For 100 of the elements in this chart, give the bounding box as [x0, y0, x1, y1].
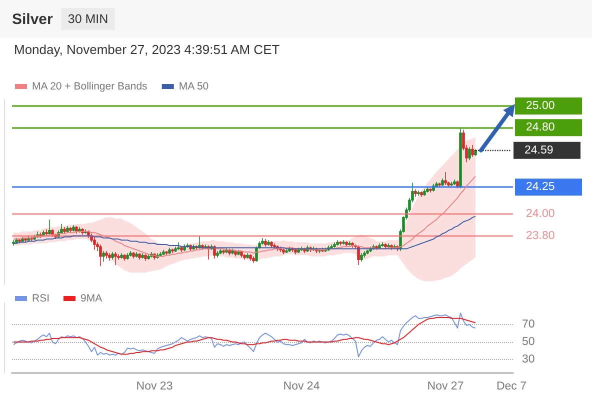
candlestick — [387, 242, 390, 248]
candlestick — [144, 254, 147, 262]
candlestick — [72, 224, 75, 232]
ref-line-label: 24.59 — [524, 144, 554, 156]
candlestick — [378, 242, 381, 250]
candlestick — [171, 248, 174, 254]
chart-subtitle: Monday, November 27, 2023 4:39:51 AM CET — [14, 42, 280, 57]
x-tick-label: Nov 24 — [283, 380, 320, 393]
legend-label: MA 50 — [178, 80, 209, 92]
candlestick — [426, 186, 429, 193]
y-tick-label: 50 — [522, 336, 535, 348]
candlestick — [231, 248, 234, 255]
candlestick — [345, 240, 348, 248]
candlestick — [147, 254, 150, 260]
candlestick — [159, 252, 162, 257]
y-tick-label: 70 — [522, 318, 535, 330]
candlestick — [333, 242, 336, 248]
candlestick — [384, 242, 387, 250]
candlestick — [294, 248, 297, 255]
candlestick — [330, 244, 333, 250]
x-tick-label: Nov 27 — [427, 380, 464, 393]
candlestick — [141, 252, 144, 259]
candlestick — [132, 252, 135, 259]
candlestick — [444, 172, 447, 186]
candlestick — [60, 224, 63, 234]
candlestick — [69, 226, 72, 233]
candlestick — [297, 247, 300, 254]
candlestick — [468, 146, 471, 160]
candlestick — [123, 254, 126, 262]
candlestick — [135, 252, 138, 258]
candlestick — [282, 248, 285, 255]
candlestick — [435, 181, 438, 188]
legend-label: 9MA — [80, 292, 102, 304]
candlestick — [261, 238, 264, 245]
candlestick — [360, 252, 363, 262]
candlestick — [429, 188, 432, 193]
legend-label: MA 20 + Bollinger Bands — [32, 80, 148, 92]
candlestick — [249, 254, 252, 262]
candlestick — [453, 179, 456, 186]
candlestick — [219, 248, 222, 255]
candlestick — [225, 247, 228, 254]
candlestick — [111, 252, 114, 260]
ref-line-label: 24.25 — [526, 181, 555, 194]
candlestick — [234, 249, 237, 257]
candlestick — [351, 242, 354, 248]
candlestick — [243, 254, 246, 260]
y-tick-label: 30 — [522, 353, 535, 366]
candlestick — [93, 236, 96, 250]
candlestick — [459, 128, 462, 189]
candlestick — [102, 250, 105, 262]
candlestick — [165, 250, 168, 256]
candlestick — [99, 244, 102, 267]
ref-line-label: 24.00 — [526, 208, 555, 220]
x-tick-label: Dec 7 — [496, 380, 527, 393]
chart-title: Silver — [12, 10, 53, 28]
candlestick — [120, 252, 123, 259]
candlestick — [63, 226, 66, 234]
candlestick — [168, 247, 171, 255]
candlestick — [48, 219, 51, 236]
candlestick — [216, 250, 219, 258]
candlestick — [270, 240, 273, 248]
legend-label: RSI — [32, 292, 50, 304]
candlestick — [222, 249, 225, 255]
candlestick — [381, 242, 384, 248]
ref-line-label: 23.80 — [526, 230, 555, 242]
candlestick — [246, 252, 249, 259]
candlestick — [366, 249, 369, 255]
candlestick — [420, 191, 423, 198]
candlestick — [129, 250, 132, 257]
candlestick — [180, 246, 183, 252]
candlestick — [273, 242, 276, 250]
candlestick — [423, 188, 426, 196]
ref-line-label: 25.00 — [526, 100, 555, 112]
candlestick — [417, 190, 420, 196]
candlestick — [264, 238, 267, 248]
candlestick — [177, 242, 180, 250]
candlestick — [66, 226, 69, 233]
candlestick — [126, 252, 129, 260]
candlestick — [471, 144, 474, 158]
candlestick — [414, 188, 417, 198]
candlestick — [474, 148, 477, 156]
candlestick — [240, 250, 243, 258]
candlestick — [45, 228, 48, 236]
x-tick-label: Nov 23 — [136, 380, 173, 393]
candlestick — [138, 252, 141, 260]
ref-line-label: 24.80 — [526, 122, 555, 134]
candlestick — [174, 246, 177, 252]
candlestick — [441, 178, 444, 186]
candlestick — [267, 240, 270, 246]
candlestick — [15, 238, 18, 244]
candlestick — [21, 236, 24, 243]
candlestick — [12, 240, 15, 246]
candlestick — [450, 181, 453, 186]
candlestick — [237, 249, 240, 256]
candlestick — [348, 240, 351, 246]
candlestick — [438, 182, 441, 188]
candlestick — [252, 256, 255, 264]
candlestick — [162, 249, 165, 256]
candlestick — [105, 250, 108, 259]
candlestick — [363, 250, 366, 258]
